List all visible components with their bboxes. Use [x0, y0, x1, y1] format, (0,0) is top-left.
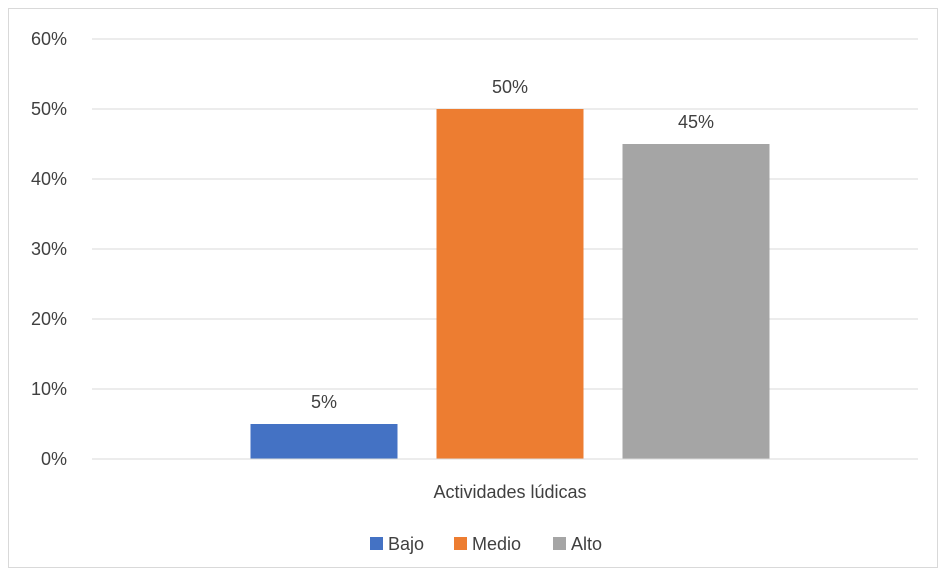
legend-label-bajo: Bajo	[388, 534, 424, 554]
bar-alto	[622, 144, 770, 459]
category-label: Actividades lúdicas	[433, 482, 586, 502]
legend-swatch-medio	[454, 537, 467, 550]
y-tick-label: 40%	[31, 169, 67, 189]
y-tick-label: 10%	[31, 379, 67, 399]
legend-label-alto: Alto	[571, 534, 602, 554]
y-tick-label: 50%	[31, 99, 67, 119]
legend-swatch-bajo	[370, 537, 383, 550]
bar-medio	[436, 109, 584, 459]
data-label-medio: 50%	[492, 77, 528, 97]
data-label-bajo: 5%	[311, 392, 337, 412]
y-tick-label: 60%	[31, 29, 67, 49]
bar-bajo	[250, 424, 398, 459]
legend-swatch-alto	[553, 537, 566, 550]
y-tick-label: 0%	[41, 449, 67, 469]
data-label-alto: 45%	[678, 112, 714, 132]
legend-label-medio: Medio	[472, 534, 521, 554]
y-tick-label: 30%	[31, 239, 67, 259]
y-tick-label: 20%	[31, 309, 67, 329]
